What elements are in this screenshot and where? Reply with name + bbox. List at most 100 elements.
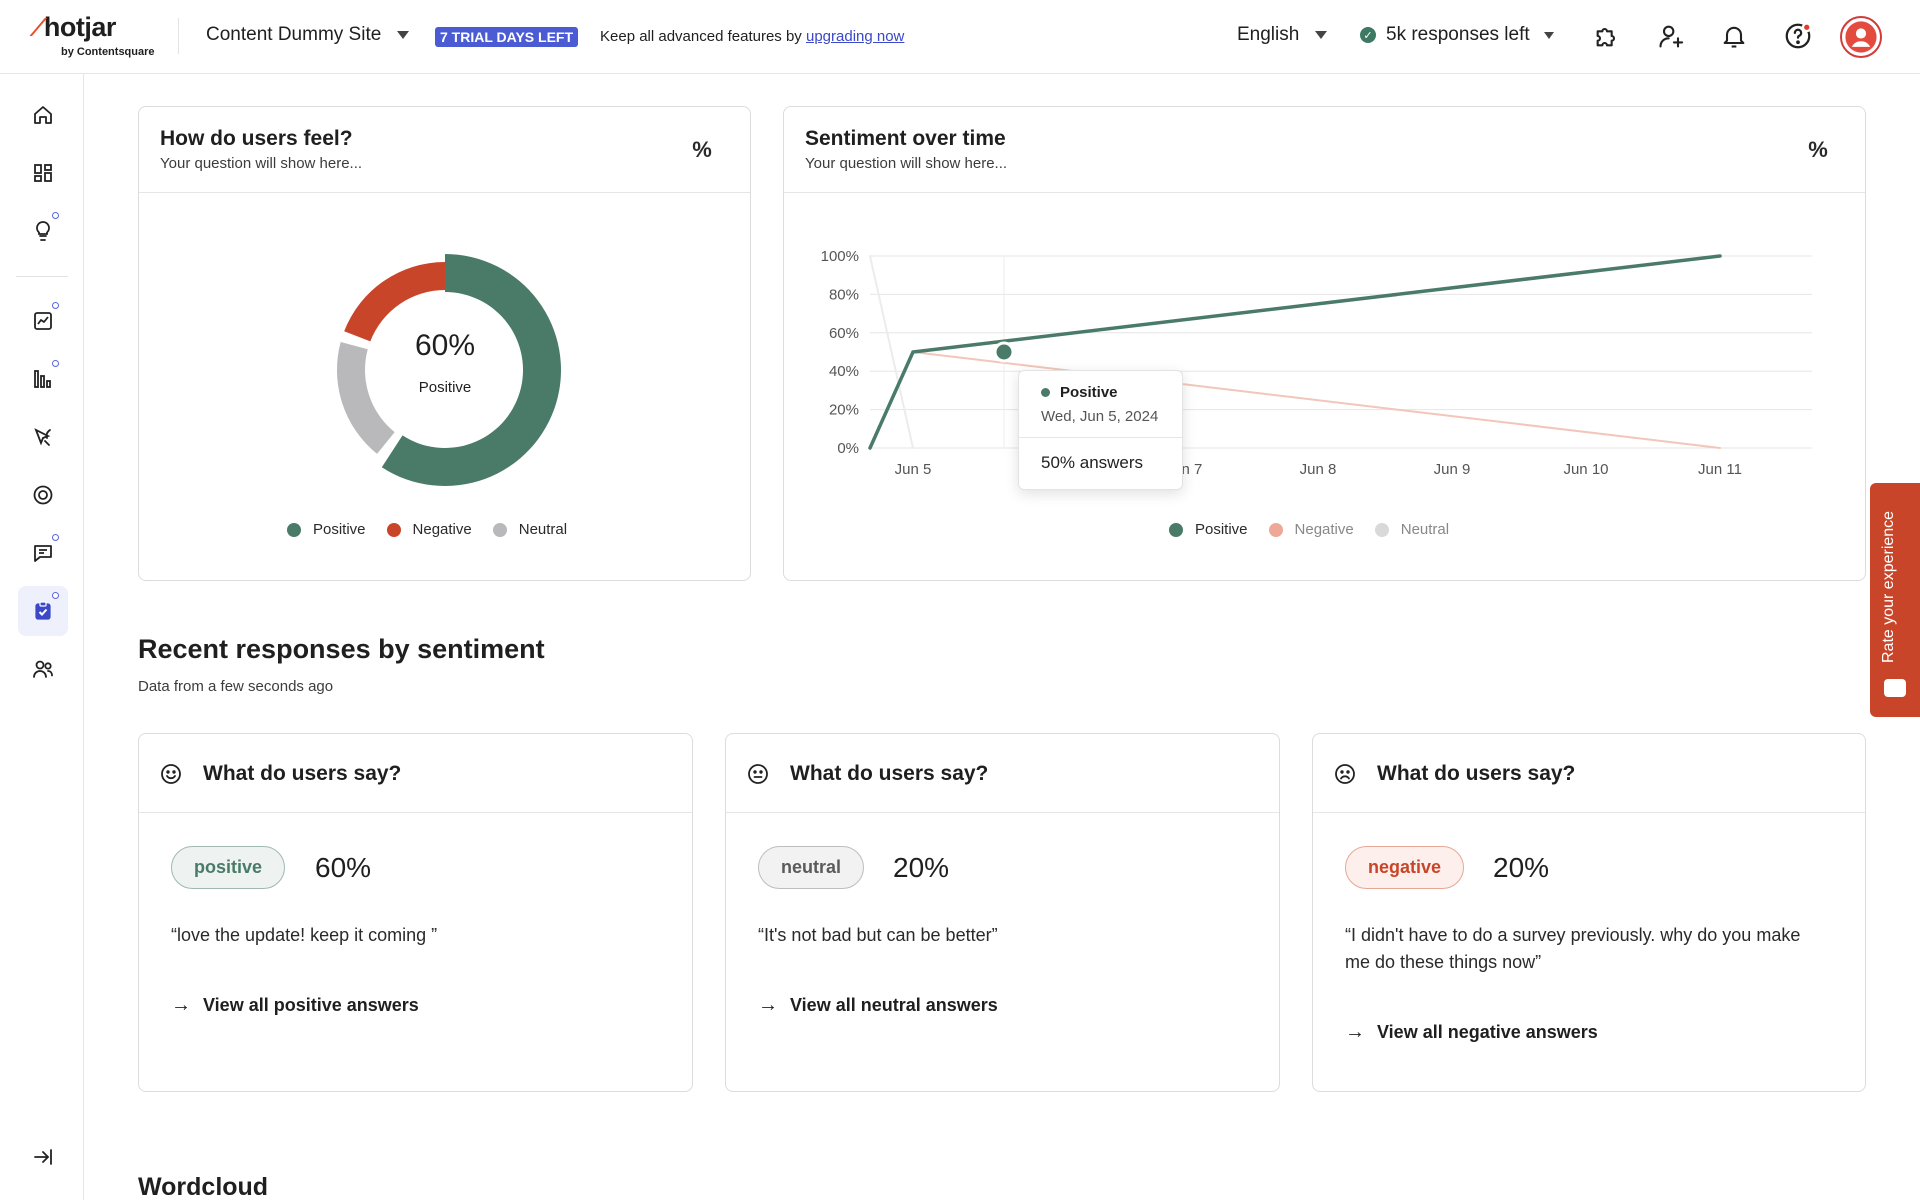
response-quote: “love the update! keep it coming ” (171, 925, 438, 945)
series-line-negative[interactable] (912, 351, 1721, 449)
percent-toggle-icon[interactable]: % (1808, 137, 1828, 162)
series-dot (1041, 388, 1050, 397)
legend-item-neutral[interactable]: Neutral (1374, 521, 1449, 538)
puzzle-icon[interactable] (1590, 19, 1624, 53)
card-header: Sentiment over time Your question will s… (784, 107, 1865, 193)
legend-dot (1268, 522, 1283, 537)
series-line-positive[interactable] (868, 254, 1722, 450)
card-header: How do users feel? Your question will sh… (139, 107, 750, 193)
card-title: What do users say? (203, 762, 402, 785)
card-title: What do users say? (1377, 762, 1576, 785)
logo-subtext: by Contentsquare (61, 46, 155, 58)
data-point-hovered[interactable] (993, 341, 1015, 363)
response-quote: “It's not bad but can be better” (758, 925, 998, 945)
help-icon[interactable] (1781, 19, 1815, 53)
hotjar-logo[interactable]: ⁄ hotjar by Contentsquare (33, 12, 155, 58)
arrow-right-icon: → (1345, 1021, 1365, 1043)
arrow-right-icon: → (758, 994, 778, 1016)
card-title: Sentiment over time (805, 127, 1006, 150)
check-circle-icon: ✓ (1360, 27, 1376, 43)
response-card-neutral: What do users say? neutral 20% “It's not… (725, 733, 1280, 1092)
line-chart: 0%20%40%60%80%100%Jun 5 Jun 7 Jun 8 Jun 9 Ju… (821, 248, 1812, 478)
sad-face-icon (1335, 764, 1355, 784)
lightbulb-icon[interactable] (18, 206, 68, 256)
view-positive-answers-link[interactable]: → View all positive answers (171, 994, 419, 1016)
y-tick-label: 0% (837, 440, 859, 457)
sentiment-percent: 20% (1493, 852, 1550, 883)
tooltip-series: Positive (1041, 384, 1118, 401)
trial-message: Keep all advanced features by upgrading … (600, 28, 905, 45)
language-selector[interactable]: English (1237, 24, 1328, 46)
card-header: What do users say? (139, 734, 692, 813)
sentiment-percent: 60% (315, 852, 372, 883)
sentiment-pill-neutral: neutral (758, 846, 865, 889)
legend-item-positive[interactable]: Positive (287, 521, 366, 538)
user-avatar-icon[interactable] (1840, 16, 1882, 58)
y-tick-label: 60% (829, 325, 859, 342)
new-indicator (52, 302, 59, 309)
response-card-positive: What do users say? positive 60% “love th… (138, 733, 693, 1092)
sentiment-pill-negative: negative (1345, 846, 1465, 889)
language-label: English (1237, 24, 1300, 45)
interviews-icon[interactable] (18, 644, 68, 694)
wordcloud-title: Wordcloud (138, 1173, 269, 1200)
heatmaps-icon[interactable] (18, 412, 68, 462)
home-icon[interactable] (18, 90, 68, 140)
dashboard-icon[interactable] (18, 148, 68, 198)
responses-selector[interactable]: ✓ 5k responses left (1360, 24, 1554, 46)
card-title: What do users say? (790, 762, 989, 785)
chart-tooltip: Positive Wed, Jun 5, 2024 50% answers (1018, 370, 1183, 490)
donut-center-label: Positive (418, 379, 472, 396)
response-card-negative: What do users say? negative 20% “I didn'… (1312, 733, 1866, 1092)
x-tick-label: Jun 11 (1698, 461, 1742, 478)
sidebar (0, 74, 84, 1200)
percent-toggle-icon[interactable]: % (692, 137, 712, 162)
surveys-icon[interactable] (18, 586, 68, 636)
upgrade-link[interactable]: upgrading now (805, 28, 905, 45)
sentiment-donut-card: How do users feel? Your question will sh… (138, 106, 751, 581)
logo-text: hotjar (43, 12, 117, 42)
response-quote: “I didn't have to do a survey previously… (1345, 925, 1801, 972)
funnels-icon[interactable] (18, 354, 68, 404)
feedback-face-icon (1884, 679, 1906, 697)
donut-slice-neutral[interactable] (337, 342, 395, 454)
card-header: What do users say? (1313, 734, 1865, 813)
view-negative-answers-link[interactable]: → View all negative answers (1345, 1021, 1598, 1043)
donut-slice-positive[interactable] (381, 254, 561, 486)
section-title: Recent responses by sentiment (138, 634, 545, 664)
x-tick-label: Jun 8 (1300, 461, 1337, 478)
series-line-neutral[interactable] (869, 255, 914, 449)
y-tick-label: 40% (829, 363, 859, 380)
y-tick-label: 100% (821, 248, 859, 265)
collapse-icon[interactable] (18, 1132, 68, 1182)
divider (1019, 437, 1182, 438)
legend-item-neutral[interactable]: Neutral (492, 521, 567, 538)
smile-icon (161, 764, 181, 784)
view-neutral-answers-link[interactable]: → View all neutral answers (758, 994, 998, 1016)
site-selector[interactable]: Content Dummy Site (206, 24, 410, 46)
add-user-icon[interactable] (1654, 19, 1688, 53)
card-subtitle: Your question will show here... (805, 155, 1008, 172)
feedback-icon[interactable] (18, 528, 68, 578)
caret-down-icon (397, 31, 410, 39)
tooltip-date: Wed, Jun 5, 2024 (1041, 408, 1159, 425)
trends-icon[interactable] (18, 296, 68, 346)
sentiment-percent: 20% (893, 852, 950, 883)
x-tick-label: Jun 10 (1563, 461, 1608, 478)
bell-icon[interactable] (1717, 19, 1751, 53)
legend-item-negative[interactable]: Negative (386, 521, 472, 538)
rate-experience-tab[interactable]: Rate your experience (1870, 483, 1920, 717)
site-name: Content Dummy Site (206, 24, 382, 45)
recordings-icon[interactable] (18, 470, 68, 520)
donut-legend: Positive Negative Neutral (287, 521, 588, 538)
trial-badge: 7 TRIAL DAYS LEFT (435, 27, 579, 47)
new-indicator (52, 360, 59, 367)
caret-down-icon (1315, 31, 1328, 39)
legend-item-positive[interactable]: Positive (1169, 521, 1248, 538)
legend-dot (287, 522, 301, 537)
legend-item-negative[interactable]: Negative (1268, 521, 1354, 538)
donut-slice-negative[interactable] (344, 262, 445, 342)
new-indicator (52, 212, 59, 219)
donut-center-value: 60% (414, 329, 476, 362)
rate-experience-label: Rate your experience (1880, 510, 1897, 663)
